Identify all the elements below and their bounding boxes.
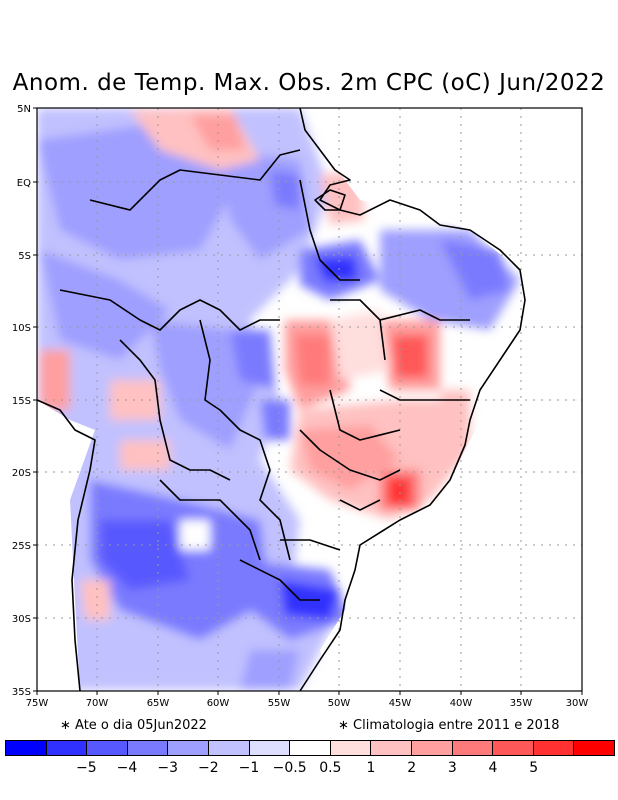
colorbar-swatch [330, 741, 372, 755]
lon-label-40w: 40W [450, 698, 473, 709]
lon-label-30w: 30W [566, 698, 589, 709]
ticks [33, 107, 583, 695]
coastline [36, 107, 526, 692]
colorbar-labels: −5 −4 −3 −2 −1 −0.5 0.5 1 2 3 4 5 [0, 760, 618, 780]
colorbar-label: −0.5 [272, 760, 307, 776]
colorbar-swatch [208, 741, 250, 755]
graticule [37, 108, 582, 691]
colorbar-swatch [452, 741, 494, 755]
map-title: Anom. de Temp. Max. Obs. 2m CPC (oC) Jun… [12, 70, 606, 96]
lon-label-50w: 50W [328, 698, 351, 709]
colorbar-swatch [168, 741, 209, 755]
brazil-border [59, 149, 320, 601]
lon-label-35w: 35W [510, 698, 533, 709]
colorbar-label: −4 [116, 760, 138, 776]
colorbar-swatch [127, 741, 169, 755]
colorbar [5, 740, 615, 756]
colorbar-label: 1 [366, 760, 376, 776]
colorbar-swatch [493, 741, 534, 755]
colorbar-swatch [574, 741, 614, 755]
colorbar-label: 5 [529, 760, 539, 776]
colorbar-swatch [249, 741, 291, 755]
lat-label-25s: 25S [12, 541, 31, 552]
lon-labels: 75W 70W 65W 60W 55W 50W 45W 40W 35W 30W [26, 698, 589, 709]
colorbar-swatch [6, 741, 47, 755]
note-climatology: ∗ Climatologia entre 2011 e 2018 [338, 718, 560, 733]
colorbar-label: 0.5 [319, 760, 342, 776]
colorbar-label: −5 [76, 760, 97, 776]
lat-label-5n: 5N [17, 104, 31, 115]
lon-label-75w: 75W [26, 698, 49, 709]
colorbar-swatch [290, 741, 331, 755]
colorbar-swatch [46, 741, 88, 755]
lat-label-10s: 10S [12, 323, 31, 334]
colorbar-swatch [87, 741, 128, 755]
colorbar-swatch [533, 741, 575, 755]
note-date: ∗ Ate o dia 05Jun2022 [60, 718, 207, 733]
colorbar-swatch [411, 741, 453, 755]
boundaries [36, 107, 526, 692]
lat-label-30s: 30S [12, 614, 31, 625]
lat-labels: 5N EQ 5S 10S 15S 20S 25S 30S 35S [12, 104, 31, 698]
colorbar-label: −2 [198, 760, 219, 776]
lon-label-70w: 70W [86, 698, 109, 709]
lat-label-35s: 35S [12, 687, 31, 698]
coastline-islands [314, 189, 346, 211]
colorbar-swatch [371, 741, 412, 755]
lat-label-5s: 5S [18, 251, 31, 262]
colorbar-label: −1 [238, 760, 260, 776]
lat-label-eq: EQ [17, 178, 31, 189]
lon-label-45w: 45W [389, 698, 412, 709]
colorbar-label: 4 [488, 760, 498, 776]
lon-label-55w: 55W [268, 698, 291, 709]
colorbar-label: −3 [157, 760, 178, 776]
colorbar-label: 3 [447, 760, 457, 776]
lon-label-65w: 65W [147, 698, 170, 709]
brazil-states [280, 179, 470, 551]
lon-label-60w: 60W [207, 698, 230, 709]
colorbar-label: 2 [407, 760, 417, 776]
lat-label-15s: 15S [12, 396, 31, 407]
lat-label-20s: 20S [12, 468, 31, 479]
